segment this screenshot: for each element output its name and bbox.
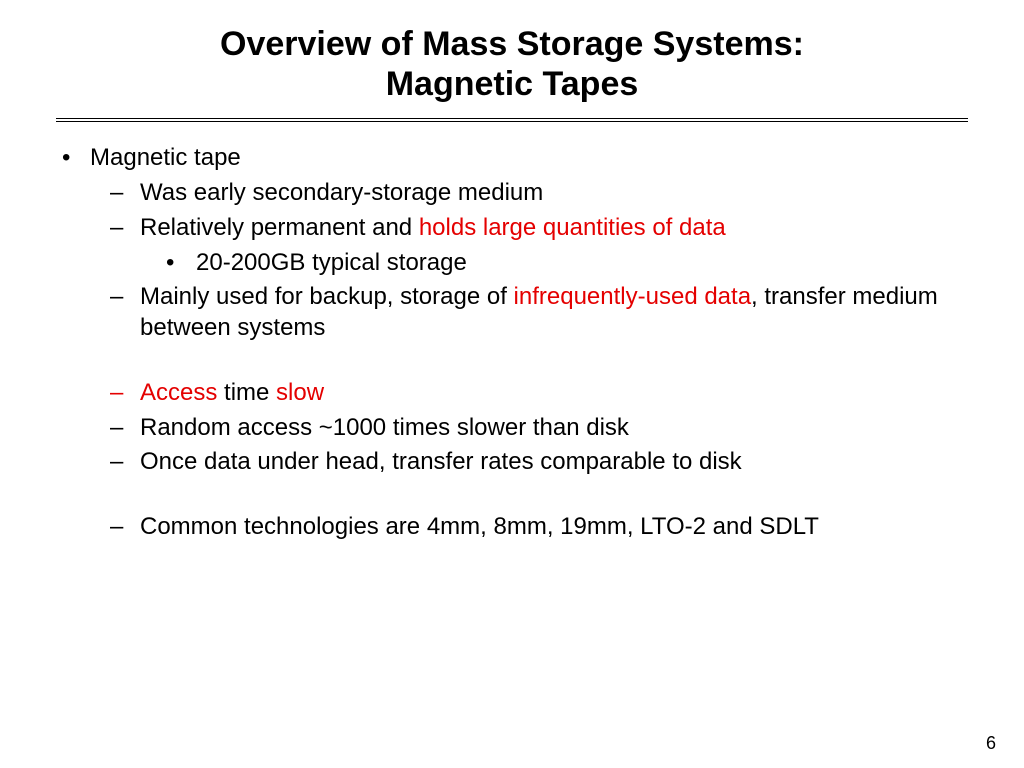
bullet-lvl3-storage-size: 20-200GB typical storage: [160, 248, 968, 279]
bullet-text: Once data under head, transfer rates com…: [140, 448, 742, 475]
bullet-lvl1-magnetic-tape: Magnetic tape Was early secondary-storag…: [56, 144, 968, 542]
bullet-text: Common technologies are 4mm, 8mm, 19mm, …: [140, 513, 819, 540]
spacer: [90, 482, 968, 508]
bullet-lvl2-access-slow: Access time slow: [104, 378, 968, 409]
title-divider: [56, 118, 968, 122]
highlight-text: holds large quantities of data: [419, 214, 726, 241]
bullet-text: Magnetic tape: [90, 144, 241, 171]
bullet-list-level-2: Was early secondary-storage medium Relat…: [90, 178, 968, 542]
highlight-text: infrequently-used data: [514, 283, 752, 310]
bullet-text: Was early secondary-storage medium: [140, 179, 543, 206]
bullet-list-level-3: 20-200GB typical storage: [140, 248, 968, 279]
spacer: [90, 348, 968, 374]
highlight-text: slow: [276, 379, 324, 406]
bullet-lvl2-transfer-rates: Once data under head, transfer rates com…: [104, 447, 968, 478]
bullet-lvl2-permanent: Relatively permanent and holds large qua…: [104, 213, 968, 278]
bullet-lvl2-early-medium: Was early secondary-storage medium: [104, 178, 968, 209]
page-number: 6: [986, 733, 996, 754]
bullet-lvl2-backup-use: Mainly used for backup, storage of infre…: [104, 282, 968, 343]
bullet-lvl2-technologies: Common technologies are 4mm, 8mm, 19mm, …: [104, 512, 968, 543]
bullet-lvl2-random-access: Random access ~1000 times slower than di…: [104, 413, 968, 444]
bullet-text: Random access ~1000 times slower than di…: [140, 414, 629, 441]
bullet-text: Mainly used for backup, storage of: [140, 283, 514, 310]
highlight-text: Access: [140, 379, 217, 406]
bullet-list-level-1: Magnetic tape Was early secondary-storag…: [56, 144, 968, 542]
slide-title: Overview of Mass Storage Systems: Magnet…: [56, 24, 968, 118]
title-line-2: Magnetic Tapes: [386, 65, 639, 103]
bullet-text: time: [217, 379, 276, 406]
bullet-text: Relatively permanent and: [140, 214, 419, 241]
bullet-text: 20-200GB typical storage: [196, 249, 467, 276]
title-line-1: Overview of Mass Storage Systems:: [220, 25, 804, 63]
slide: Overview of Mass Storage Systems: Magnet…: [0, 0, 1024, 768]
